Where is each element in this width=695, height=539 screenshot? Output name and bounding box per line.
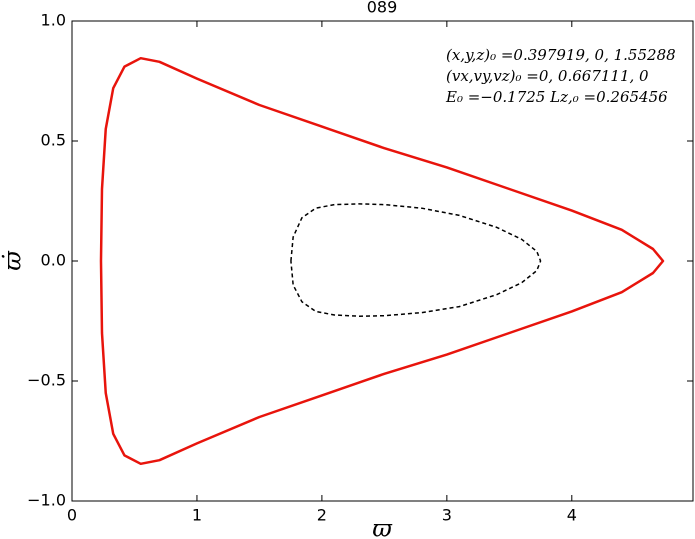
annotation: E₀ =−0.1725 Lz,₀ =0.265456: [445, 88, 668, 106]
x-tick-label: 2: [317, 506, 327, 525]
x-tick-label: 0: [67, 506, 77, 525]
annotation: (x,y,z)₀ =0.397919, 0, 1.55288: [446, 46, 676, 64]
y-tick-label: 1.0: [41, 11, 66, 30]
x-tick-label: 4: [567, 506, 577, 525]
series-line: [290, 203, 542, 317]
y-axis-label: ϖ̇: [0, 250, 27, 271]
annotation: (vx,vy,vz)₀ =0, 0.667111, 0: [446, 67, 649, 85]
y-tick-label: 0.0: [41, 251, 66, 270]
x-tick-label: 1: [192, 506, 202, 525]
y-tick-label: −1.0: [27, 491, 66, 510]
y-tick-label: 0.5: [41, 131, 66, 150]
series-line: [99, 56, 665, 466]
x-axis-label: ϖ: [372, 515, 393, 539]
x-tick-label: 3: [442, 506, 452, 525]
y-tick-label: −0.5: [27, 371, 66, 390]
chart-title: 089: [367, 0, 398, 17]
